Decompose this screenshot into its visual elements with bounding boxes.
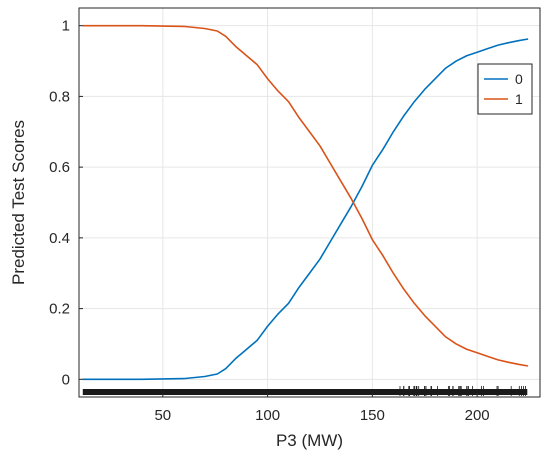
x-tick-label: 200: [465, 407, 490, 424]
x-tick-label: 150: [360, 407, 385, 424]
x-tick-label: 100: [255, 407, 280, 424]
rug-ticks: [82, 386, 528, 396]
rug-plot: [82, 386, 528, 396]
grid: [79, 8, 540, 397]
legend-box: [477, 63, 533, 115]
y-tick-label: 1: [62, 18, 70, 35]
y-tick-label: 0.4: [49, 230, 70, 247]
axes-box: [78, 7, 541, 398]
y-axis-label: Predicted Test Scores: [9, 120, 28, 285]
legend[interactable]: 01: [477, 63, 533, 115]
series-line-0: [82, 38, 529, 381]
legend-label-0: 0: [515, 71, 523, 87]
series-line-1: [82, 24, 529, 367]
y-tick-label: 0: [62, 371, 70, 388]
x-tick-label: 50: [154, 407, 171, 424]
y-tick-label: 0.6: [49, 159, 70, 176]
y-tick-label: 0.8: [49, 88, 70, 105]
legend-label-1: 1: [515, 91, 523, 107]
series-lines: [82, 24, 529, 381]
y-tick-label: 0.2: [49, 301, 70, 318]
tick-labels: 50 100 150 200 0 0.2 0.4 0.6 0.8 1: [49, 18, 490, 424]
x-axis-label: P3 (MW): [276, 431, 343, 450]
